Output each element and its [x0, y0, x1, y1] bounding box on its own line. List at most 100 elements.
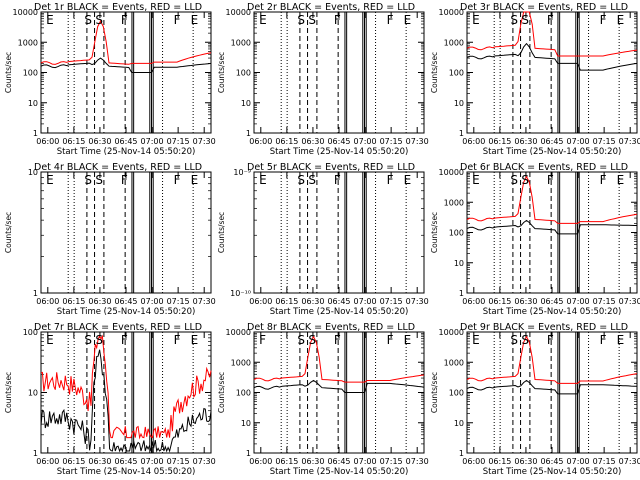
series-line-lld: [466, 175, 638, 224]
marker-letter: E: [472, 13, 480, 27]
plot-title: Det 9r BLACK = Events, RED = LLD: [460, 322, 628, 333]
x-axis-label: Start Time (25-Nov-14 05:50:20): [57, 467, 196, 477]
x-tick-label: 06:15: [62, 457, 85, 466]
x-tick-label: 07:30: [406, 137, 429, 146]
y-tick-label: 1000: [18, 38, 38, 47]
y-tick-label: 10000: [226, 328, 251, 337]
y-tick-label: 100: [449, 229, 464, 238]
detector-plot-6: Det 6r BLACK = Events, RED = LLD 1 10 100 10…: [430, 162, 640, 317]
x-tick-label: 06:30: [301, 137, 324, 146]
marker-letter: S: [297, 173, 305, 187]
plot-frame: [466, 331, 638, 454]
marker-letter: F: [600, 333, 607, 347]
x-tick-label: 07:00: [141, 137, 164, 146]
x-tick-label: 06:00: [462, 297, 485, 306]
marker-letter: F: [547, 173, 554, 187]
y-tick-label: 1000: [444, 198, 464, 207]
x-axis-label: Start Time (25-Nov-14 05:50:20): [57, 307, 196, 317]
x-tick-label: 07:00: [567, 137, 590, 146]
y-tick-label: 10000: [439, 168, 464, 177]
x-tick-label: 07:15: [593, 297, 616, 306]
x-tick-label: 06:15: [275, 457, 298, 466]
marker-letter: S: [308, 173, 316, 187]
x-tick-label: 06:45: [114, 457, 137, 466]
plot-title: Det 5r BLACK = Events, RED = LLD: [247, 162, 415, 173]
marker-letter: E: [46, 333, 54, 347]
x-tick-label: 07:30: [619, 137, 640, 146]
marker-letter: F: [387, 173, 394, 187]
y-tick-label: 1000: [231, 358, 251, 367]
y-tick-label: 1: [33, 129, 38, 138]
x-tick-label: 07:30: [193, 137, 216, 146]
plot-frame: [253, 331, 425, 454]
x-axis-label: Start Time (25-Nov-14 05:50:20): [270, 307, 409, 317]
x-tick-label: 06:00: [36, 297, 59, 306]
plot-title: Det 7r BLACK = Events, RED = LLD: [34, 322, 202, 333]
marker-letter: E: [191, 13, 199, 27]
y-tick-label: 10000: [439, 8, 464, 17]
x-tick-label: 06:15: [488, 137, 511, 146]
x-axis-label: Start Time (25-Nov-14 05:50:20): [483, 467, 622, 477]
plot-frame: [253, 11, 425, 134]
x-tick-label: 06:45: [540, 457, 563, 466]
x-tick-label: 07:15: [167, 297, 190, 306]
marker-letter: F: [387, 333, 394, 347]
x-tick-label: 07:30: [406, 297, 429, 306]
x-tick-label: 06:45: [114, 297, 137, 306]
plot-title: Det 1r BLACK = Events, RED = LLD: [34, 2, 202, 13]
x-tick-label: 07:00: [141, 297, 164, 306]
plot-title: Det 4r BLACK = Events, RED = LLD: [34, 162, 202, 173]
marker-letter: E: [259, 173, 267, 187]
y-axis-label: Counts/sec: [217, 52, 226, 93]
x-tick-label: 06:00: [462, 137, 485, 146]
detector-plot-3: Det 3r BLACK = Events, RED = LLD 1 10 100 10…: [430, 2, 640, 157]
detector-plot-2: Det 2r BLACK = Events, RED = LLD 1 10 100 10…: [217, 2, 429, 157]
y-tick-label: 1: [246, 449, 251, 458]
x-tick-label: 06:00: [36, 137, 59, 146]
plot-frame: [253, 171, 425, 294]
y-tick-label: 1: [459, 449, 464, 458]
plot-title: Det 2r BLACK = Events, RED = LLD: [247, 2, 415, 13]
x-axis-label: Start Time (25-Nov-14 05:50:20): [270, 147, 409, 157]
marker-letter: S: [521, 333, 529, 347]
x-tick-label: 07:00: [141, 457, 164, 466]
y-axis-label: Counts/sec: [430, 372, 439, 413]
marker-letter: F: [174, 333, 181, 347]
x-tick-label: 06:45: [327, 457, 350, 466]
marker-letter: F: [121, 173, 128, 187]
y-tick-label: 10: [241, 419, 251, 428]
x-tick-label: 06:15: [275, 297, 298, 306]
marker-letter: S: [297, 13, 305, 27]
x-tick-label: 06:00: [249, 457, 272, 466]
y-tick-label: 10000: [226, 8, 251, 17]
y-tick-label: 100: [449, 69, 464, 78]
y-tick-label: 10: [28, 168, 38, 177]
x-tick-label: 06:45: [327, 297, 350, 306]
y-tick-label: 1000: [444, 38, 464, 47]
marker-letter: E: [46, 173, 54, 187]
marker-letter: S: [84, 13, 92, 27]
y-tick-label: 10: [28, 389, 38, 398]
plot-title: Det 6r BLACK = Events, RED = LLD: [460, 162, 628, 173]
marker-letter: F: [174, 173, 181, 187]
x-tick-label: 06:30: [514, 297, 537, 306]
y-tick-label: 10: [454, 259, 464, 268]
series-line-events: [253, 379, 425, 393]
marker-letter: S: [308, 333, 316, 347]
x-tick-label: 07:15: [593, 457, 616, 466]
marker-letter: E: [191, 333, 199, 347]
x-axis-label: Start Time (25-Nov-14 05:50:20): [57, 147, 196, 157]
x-tick-label: 06:00: [249, 297, 272, 306]
y-tick-label: 1000: [444, 358, 464, 367]
x-tick-label: 06:15: [488, 297, 511, 306]
y-axis-label: Counts/sec: [4, 372, 13, 413]
marker-letter: S: [84, 333, 92, 347]
series-line-lld: [40, 334, 212, 440]
x-tick-label: 06:30: [88, 137, 111, 146]
y-tick-label: 10: [241, 99, 251, 108]
x-tick-label: 06:15: [275, 137, 298, 146]
y-tick-label: 100: [23, 328, 38, 337]
marker-letter: E: [617, 173, 625, 187]
x-tick-label: 06:30: [514, 137, 537, 146]
